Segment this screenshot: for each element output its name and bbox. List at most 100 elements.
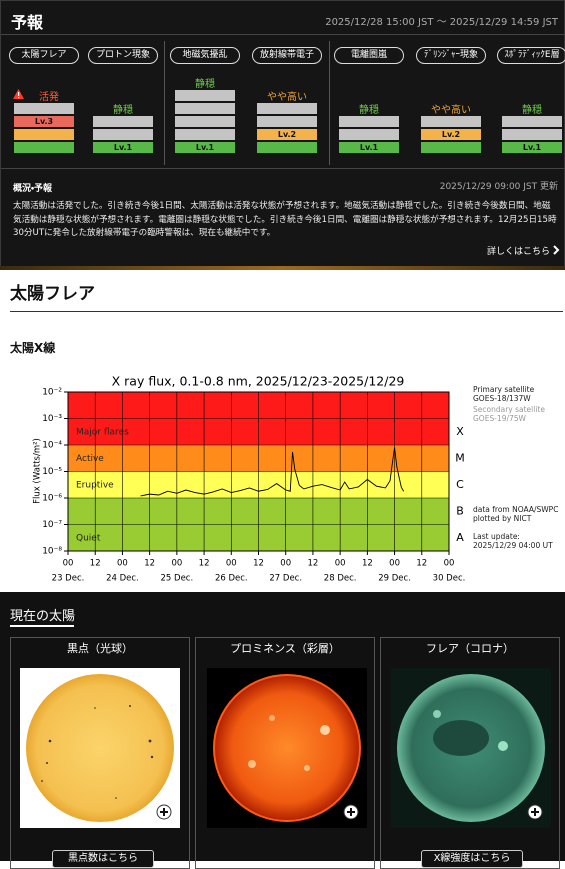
x-tick-label: 00 bbox=[117, 559, 128, 569]
gauge-bar bbox=[421, 142, 481, 153]
category-button[interactable]: 放射線帯電子 bbox=[252, 47, 322, 64]
class-label: C bbox=[456, 478, 464, 491]
gauge-bar bbox=[421, 116, 481, 127]
gauge-bar bbox=[257, 142, 317, 153]
forecast-title: 予報 bbox=[11, 13, 44, 32]
x-date-label: 23 Dec. bbox=[52, 574, 85, 584]
category-button[interactable]: 太陽フレア bbox=[9, 47, 79, 64]
chart-note: GOES-19/75W bbox=[473, 414, 527, 423]
x-tick-label: 00 bbox=[444, 559, 455, 569]
y-tick-label: 10⁻² bbox=[42, 388, 62, 398]
chart-note: plotted by NICT bbox=[473, 514, 532, 523]
category-button[interactable]: 地磁気擾乱 bbox=[170, 47, 240, 64]
y-axis-label: Flux (Watts/m²) bbox=[33, 438, 43, 504]
chart-note: 2025/12/29 04:00 UT bbox=[473, 541, 553, 550]
title-underline bbox=[10, 625, 74, 627]
y-tick-label: 10⁻⁸ bbox=[42, 547, 62, 557]
section-title: 太陽フレア bbox=[10, 284, 95, 304]
gauge-bar: Lv.1 bbox=[502, 142, 562, 153]
y-tick-label: 10⁻⁵ bbox=[42, 467, 62, 477]
x-date-label: 28 Dec. bbox=[324, 574, 357, 584]
class-label: A bbox=[456, 531, 464, 544]
section-title: 現在の太陽 bbox=[10, 609, 76, 624]
warning-icon bbox=[13, 89, 24, 99]
x-tick-label: 00 bbox=[389, 559, 400, 569]
status-label: 静穏 bbox=[522, 105, 542, 116]
gauge-bar: Lv.2 bbox=[257, 129, 317, 140]
class-label: M bbox=[455, 451, 465, 464]
status-label: 静穏 bbox=[195, 79, 215, 90]
chart-title: X ray flux, 0.1-0.8 nm, 2025/12/23-2025/… bbox=[112, 374, 405, 389]
category-button[interactable]: プロトン現象 bbox=[88, 47, 158, 64]
chart-note: Secondary satellite bbox=[473, 405, 545, 414]
plot-frame bbox=[67, 391, 450, 552]
more-link[interactable]: 詳しくはこちら bbox=[486, 247, 550, 257]
gauge-bar bbox=[339, 116, 399, 127]
x-tick-label: 12 bbox=[416, 559, 427, 569]
sunspot-button[interactable]: 黒点数はこちら bbox=[52, 850, 154, 868]
chart-note: Last update: bbox=[473, 532, 520, 541]
gauge-bar bbox=[257, 116, 317, 127]
summary-title: 概況・予報 bbox=[13, 184, 53, 194]
category-button[interactable]: 電離圏嵐 bbox=[334, 47, 404, 64]
class-label: X bbox=[456, 425, 464, 438]
gauge-bar bbox=[339, 129, 399, 140]
xray-button[interactable]: X線強度はこちら bbox=[421, 850, 523, 868]
x-date-label: 27 Dec. bbox=[269, 574, 302, 584]
x-date-label: 26 Dec. bbox=[215, 574, 248, 584]
group-separator bbox=[164, 41, 165, 165]
card-title: フレア（コロナ） bbox=[426, 642, 514, 655]
y-tick-label: 10⁻⁶ bbox=[42, 494, 62, 504]
group-separator bbox=[329, 41, 330, 165]
x-tick-label: 00 bbox=[63, 559, 74, 569]
y-tick-label: 10⁻³ bbox=[42, 414, 62, 424]
gauge-bar: Lv.1 bbox=[93, 142, 153, 153]
status-label: 静穏 bbox=[359, 105, 379, 116]
summary-updated: 2025/12/29 09:00 JST 更新 bbox=[439, 182, 558, 192]
x-tick-label: 12 bbox=[144, 559, 155, 569]
x-date-label: 24 Dec. bbox=[106, 574, 139, 584]
status-label: やや高い bbox=[431, 105, 471, 116]
x-date-label: 29 Dec. bbox=[378, 574, 411, 584]
gauge-bar: Lv.2 bbox=[421, 129, 481, 140]
gauge-bar: Lv.3 bbox=[14, 116, 74, 127]
x-tick-label: 12 bbox=[199, 559, 210, 569]
status-label: 活発 bbox=[39, 92, 59, 103]
gauge-bar bbox=[175, 90, 235, 101]
x-date-label: 30 Dec. bbox=[433, 574, 466, 584]
gauge-bar bbox=[93, 116, 153, 127]
x-tick-label: 12 bbox=[253, 559, 264, 569]
x-tick-label: 00 bbox=[280, 559, 291, 569]
band-label: Active bbox=[76, 454, 104, 464]
chart-note: data from NOAA/SWPC bbox=[473, 505, 558, 514]
y-tick-label: 10⁻⁴ bbox=[42, 441, 62, 451]
x-tick-label: 00 bbox=[226, 559, 237, 569]
banner-strip bbox=[0, 266, 565, 270]
sunspot-image[interactable] bbox=[20, 668, 180, 828]
gauge-bar bbox=[502, 129, 562, 140]
x-tick-label: 12 bbox=[362, 559, 373, 569]
prominence-image[interactable] bbox=[207, 668, 367, 828]
gauge-bar bbox=[14, 142, 74, 153]
forecast-panel: 予報 2025/12/28 15:00 JST 〜 2025/12/29 14:… bbox=[0, 0, 565, 268]
corona-image[interactable] bbox=[391, 668, 551, 828]
gauge-bar bbox=[14, 129, 74, 140]
x-tick-label: 00 bbox=[335, 559, 346, 569]
card-title: プロミネンス（彩層） bbox=[230, 642, 340, 655]
category-button[interactable]: ｽﾎﾟﾗﾃﾞｨｯｸE層 bbox=[497, 47, 565, 64]
x-tick-label: 00 bbox=[171, 559, 182, 569]
divider bbox=[1, 34, 564, 35]
xray-chart: X ray flux, 0.1-0.8 nm, 2025/12/23-2025/… bbox=[33, 374, 559, 584]
chevron-icon bbox=[553, 245, 560, 255]
summary-text: 太陽活動は活発でした。引き続き今後1日間、太陽活動は活発な状態が予想されます。地… bbox=[13, 201, 557, 238]
x-tick-label: 12 bbox=[308, 559, 319, 569]
subsection-title: 太陽X線 bbox=[10, 341, 56, 355]
category-button[interactable]: ﾃﾞﾘﾝｼﾞｬｰ現象 bbox=[416, 47, 486, 64]
gauge-bar: Lv.1 bbox=[339, 142, 399, 153]
flux-line bbox=[140, 447, 405, 497]
chart-note: GOES-18/137W bbox=[473, 394, 531, 403]
status-label: やや高い bbox=[267, 92, 307, 103]
gauge-bar bbox=[14, 103, 74, 114]
gauge-bar bbox=[93, 129, 153, 140]
